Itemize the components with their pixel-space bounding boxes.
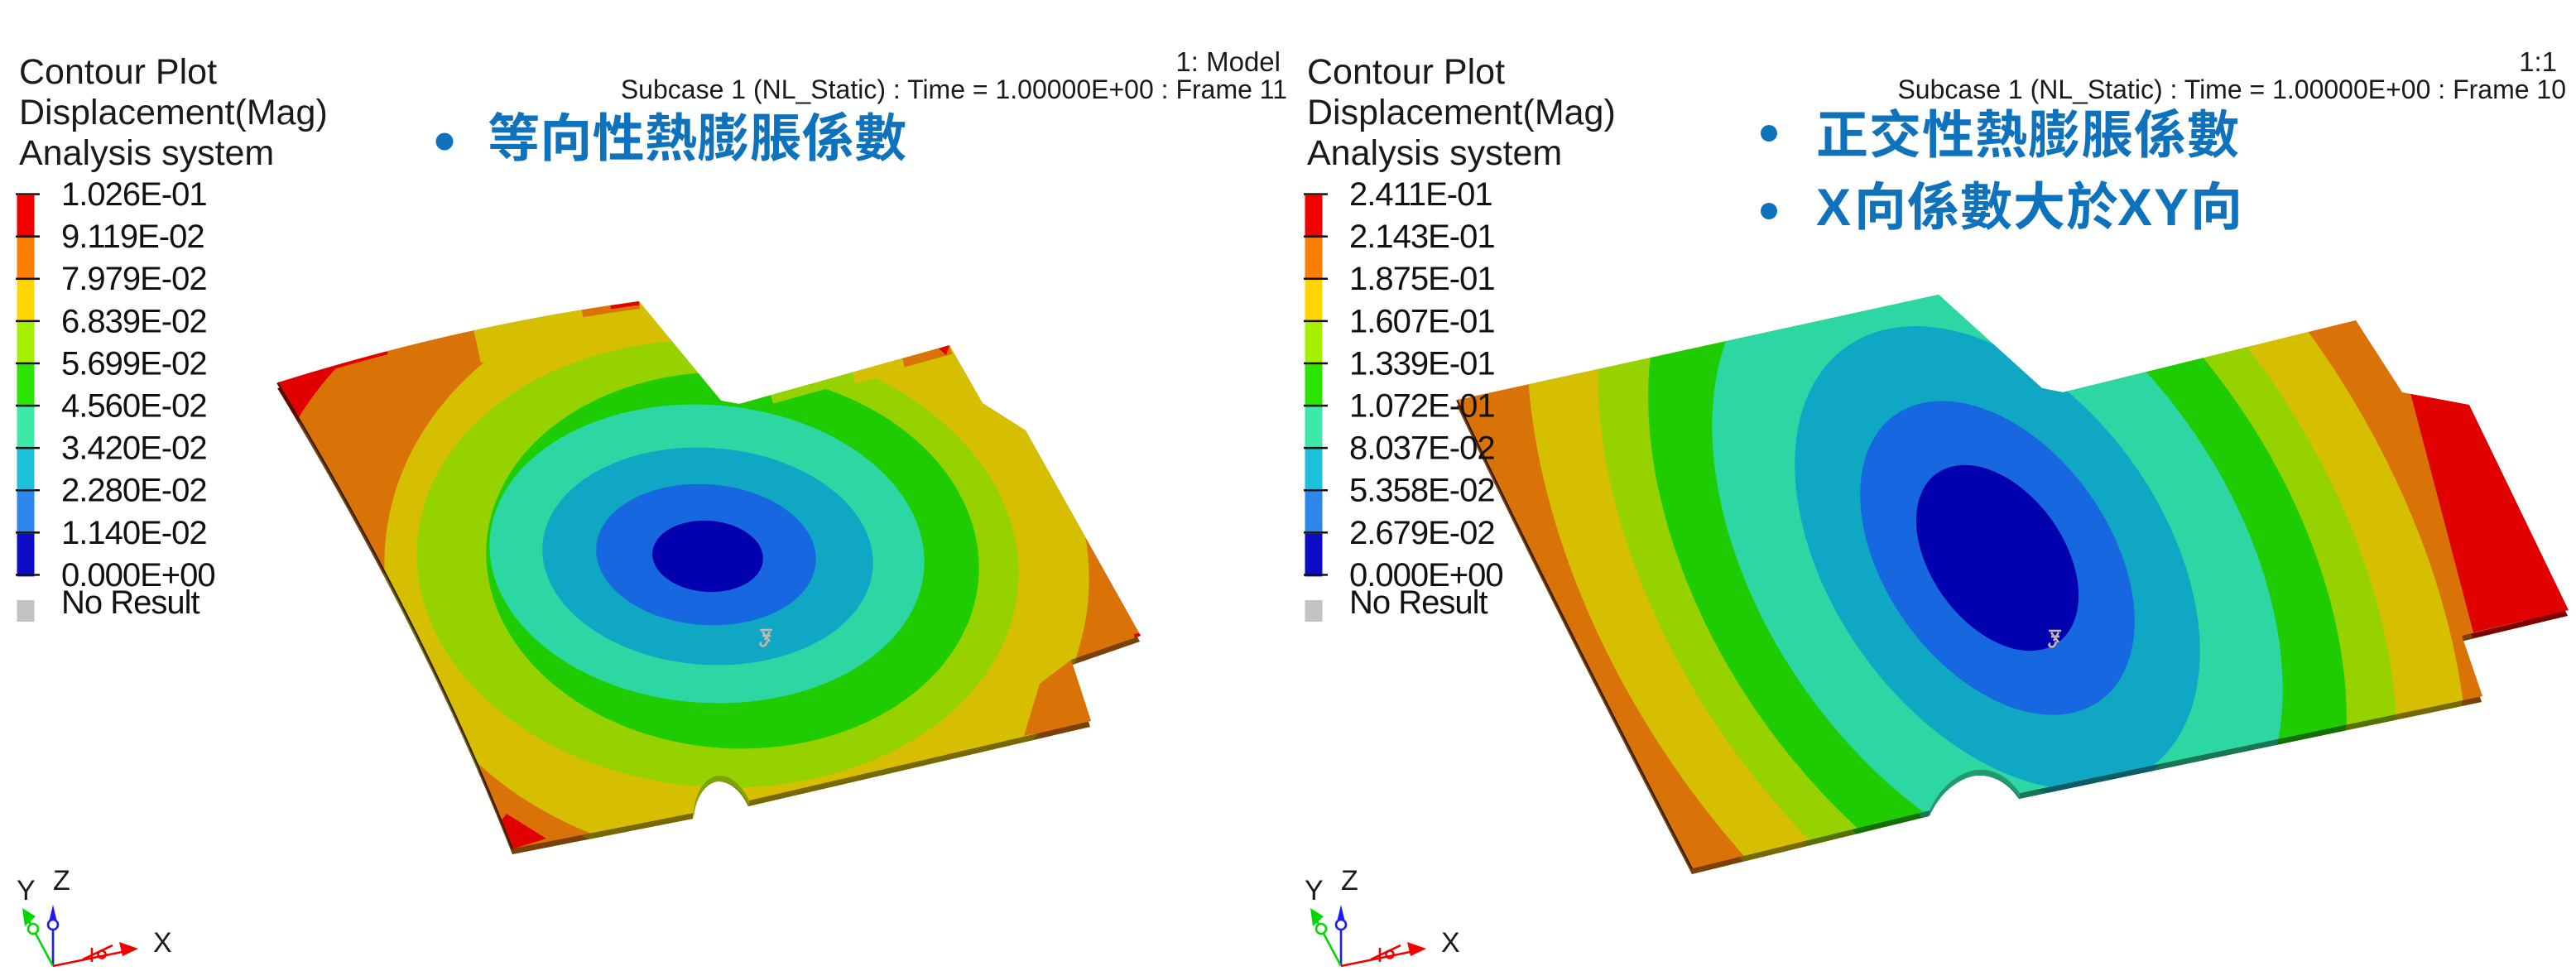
svg-text:Analysis system: Analysis system (19, 133, 274, 173)
svg-text:1: Model: 1: Model (1175, 46, 1281, 77)
svg-text:2.143E-01: 2.143E-01 (1349, 219, 1495, 255)
svg-text:Z: Z (53, 865, 70, 896)
svg-text:X: X (153, 927, 172, 959)
svg-text:Y: Y (1305, 875, 1324, 906)
svg-text:No Result: No Result (1349, 584, 1488, 621)
svg-text:No Result: No Result (61, 584, 200, 621)
svg-text:X: X (1816, 179, 1851, 237)
svg-text:Subcase 1 (NL_Static) : Time =: Subcase 1 (NL_Static) : Time = 1.00000E+… (621, 75, 1287, 104)
svg-text:7.979E-02: 7.979E-02 (61, 261, 207, 297)
svg-text:Analysis system: Analysis system (1307, 133, 1562, 173)
svg-text:X: X (2117, 179, 2152, 237)
svg-text:1.072E-01: 1.072E-01 (1349, 388, 1495, 425)
svg-text:1.140E-02: 1.140E-02 (61, 515, 207, 551)
svg-text:1.875E-01: 1.875E-01 (1349, 261, 1495, 297)
svg-text:0.000E+00: 0.000E+00 (1349, 557, 1503, 594)
svg-text:2.411E-01: 2.411E-01 (1349, 176, 1492, 213)
svg-text:Y: Y (17, 875, 36, 906)
svg-text:5.699E-02: 5.699E-02 (61, 345, 207, 382)
svg-text:3.420E-02: 3.420E-02 (61, 430, 207, 467)
svg-text:8.037E-02: 8.037E-02 (1349, 430, 1495, 467)
svg-text:1:1: 1:1 (2519, 46, 2557, 77)
svg-text:2.280E-02: 2.280E-02 (61, 473, 207, 509)
svg-text:4.560E-02: 4.560E-02 (61, 388, 207, 425)
svg-text:Z: Z (1341, 865, 1358, 896)
svg-text:Displacement(Mag): Displacement(Mag) (19, 93, 328, 132)
svg-text:0.000E+00: 0.000E+00 (61, 557, 215, 594)
svg-text:6.839E-02: 6.839E-02 (61, 303, 207, 339)
svg-text:1.026E-01: 1.026E-01 (61, 176, 207, 213)
svg-text:Contour Plot: Contour Plot (19, 52, 217, 92)
svg-text:9.119E-02: 9.119E-02 (61, 219, 204, 255)
svg-text:Subcase 1 (NL_Static) : Time =: Subcase 1 (NL_Static) : Time = 1.00000E+… (1897, 75, 2566, 104)
svg-text:X: X (1441, 927, 1460, 959)
svg-text:1.339E-01: 1.339E-01 (1349, 345, 1495, 382)
svg-text:2.679E-02: 2.679E-02 (1349, 515, 1495, 551)
svg-text:Y: Y (2154, 179, 2189, 237)
svg-text:Displacement(Mag): Displacement(Mag) (1307, 93, 1616, 132)
svg-text:5.358E-02: 5.358E-02 (1349, 473, 1495, 509)
svg-text:Contour Plot: Contour Plot (1307, 52, 1505, 92)
svg-text:1.607E-01: 1.607E-01 (1349, 303, 1495, 339)
